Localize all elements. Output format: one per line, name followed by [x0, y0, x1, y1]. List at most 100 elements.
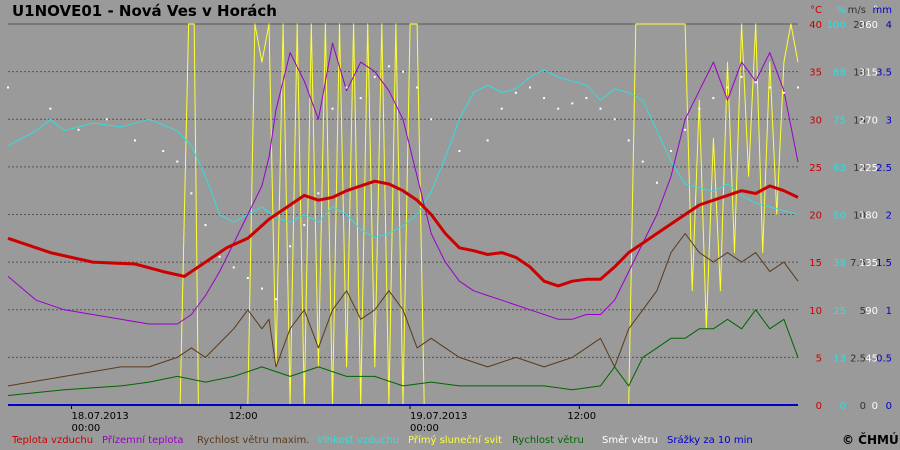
axis-tick-label: 0 [886, 401, 892, 412]
axis-tick-label: 0 [860, 401, 866, 412]
series-point-wind-direction [345, 86, 348, 89]
series-point-wind-direction [260, 287, 263, 290]
axis-tick-label: 225 [859, 163, 878, 174]
series-point-wind-direction [627, 139, 630, 142]
series-point-wind-direction [49, 107, 52, 110]
series-point-wind-direction [768, 86, 771, 89]
series-line [7, 179, 799, 288]
series-point-wind-direction [373, 75, 376, 78]
series-point-wind-direction [585, 97, 588, 100]
series-point-wind-direction [190, 192, 193, 195]
series-point-wind-direction [218, 255, 221, 258]
series-point-wind-direction [359, 97, 362, 100]
series-point-wind-direction [557, 107, 560, 110]
series-point-wind-direction [571, 102, 574, 105]
x-tick-time: 12:00 [567, 411, 596, 422]
axis-tick-label: 5 [816, 353, 822, 364]
series-line [7, 69, 799, 238]
axis-tick-label: 0 [872, 401, 878, 412]
legend-entry: Rychlost větru maxim. [197, 434, 309, 446]
series-point-wind-direction [402, 70, 404, 73]
series-point-wind-direction [740, 75, 743, 78]
axis-tick-label: 1.5 [876, 258, 892, 269]
axis-tick-label: 25 [809, 163, 822, 174]
axis-unit-label: ° [873, 5, 878, 16]
series-point-wind-direction [500, 107, 503, 110]
axis-tick-label: 360 [859, 20, 878, 31]
axis-unit-label: % [836, 5, 846, 16]
series-point-wind-direction [543, 97, 546, 100]
series-point-wind-direction [289, 245, 292, 248]
axis-tick-label: 75 [833, 115, 846, 126]
right-axes: °C0510152025303540%013253850637588100m/s… [809, 5, 892, 412]
series-point-wind-direction [712, 97, 715, 100]
axis-tick-label: 315 [859, 68, 878, 79]
series-point-wind-direction [458, 150, 461, 152]
series-point-wind-direction [726, 86, 729, 89]
axis-tick-label: 18 [853, 68, 866, 79]
axis-tick-label: 90 [865, 306, 878, 317]
x-tick-time: 00:00 [410, 423, 439, 434]
legend: Teplota vzduchu Přízemní teplota Rychlost … [11, 434, 753, 446]
legend-entry: Přízemní teplota [102, 434, 184, 446]
series-point-wind-direction [204, 224, 207, 227]
series-point-wind-direction [641, 160, 644, 163]
legend-entry: Teplota vzduchu [11, 435, 93, 446]
series-line [8, 23, 799, 406]
series-point-wind-direction [416, 86, 419, 89]
legend-entry: Směr větru [602, 434, 658, 446]
legend-entry: Vlhkost vzduchu [317, 435, 399, 446]
axis-tick-label: 0.5 [876, 353, 892, 364]
legend-entry: Přímý sluneční svit [408, 434, 502, 446]
axis-tick-label: 35 [809, 68, 822, 79]
axis-tick-label: 30 [809, 115, 822, 126]
axis-tick-label: 63 [833, 163, 846, 174]
axis-tick-label: 13 [833, 353, 846, 364]
copyright: © ČHMÚ [842, 432, 899, 447]
axis-tick-label: 40 [809, 20, 822, 31]
axis-tick-label: 4 [886, 20, 892, 31]
series-point-wind-direction [162, 150, 165, 152]
axis-tick-label: 2 [886, 211, 892, 222]
series-point-wind-direction [387, 65, 390, 68]
axis-unit-label: m/s [848, 5, 866, 16]
series-line [7, 42, 799, 325]
axis-unit-label: mm [873, 5, 892, 16]
series-point-wind-direction [613, 118, 616, 121]
series-point-wind-direction [754, 81, 757, 84]
series-point-wind-direction [232, 266, 235, 269]
axis-tick-label: 2.5 [850, 353, 866, 364]
series-point-wind-direction [430, 118, 433, 121]
x-tick-time: 00:00 [71, 423, 100, 434]
series-point-wind-direction [133, 139, 136, 142]
legend-entry: Rychlost větru [512, 434, 584, 446]
axis-tick-label: 45 [865, 353, 878, 364]
axis-tick-label: 20 [853, 20, 866, 31]
x-tick-date: 19.07.2013 [410, 411, 467, 422]
series-point-wind-direction [684, 128, 687, 131]
axis-tick-label: 25 [833, 306, 846, 317]
axis-tick-label: 3 [886, 115, 892, 126]
series-line [7, 233, 799, 387]
series-point-wind-direction [514, 91, 517, 94]
axis-tick-label: 2.5 [876, 163, 892, 174]
axis-tick-label: 100 [827, 20, 846, 31]
axis-tick-label: 0 [816, 401, 822, 412]
axis-tick-label: 135 [859, 258, 878, 269]
axis-tick-label: 10 [853, 211, 866, 222]
series-point-wind-direction [797, 86, 799, 89]
axis-tick-label: 20 [809, 211, 822, 222]
series-point-wind-direction [782, 91, 785, 94]
series-point-wind-direction [698, 107, 701, 110]
axis-tick-label: 3.5 [876, 68, 892, 79]
series-point-wind-direction [7, 86, 9, 89]
axis-unit-label: °C [810, 5, 822, 16]
axis-tick-label: 180 [859, 211, 878, 222]
series-point-wind-direction [176, 160, 179, 163]
series-point-wind-direction [670, 150, 673, 152]
series-point-wind-direction [486, 139, 489, 142]
axis-tick-label: 50 [833, 211, 846, 222]
series-point-wind-direction [77, 128, 80, 131]
